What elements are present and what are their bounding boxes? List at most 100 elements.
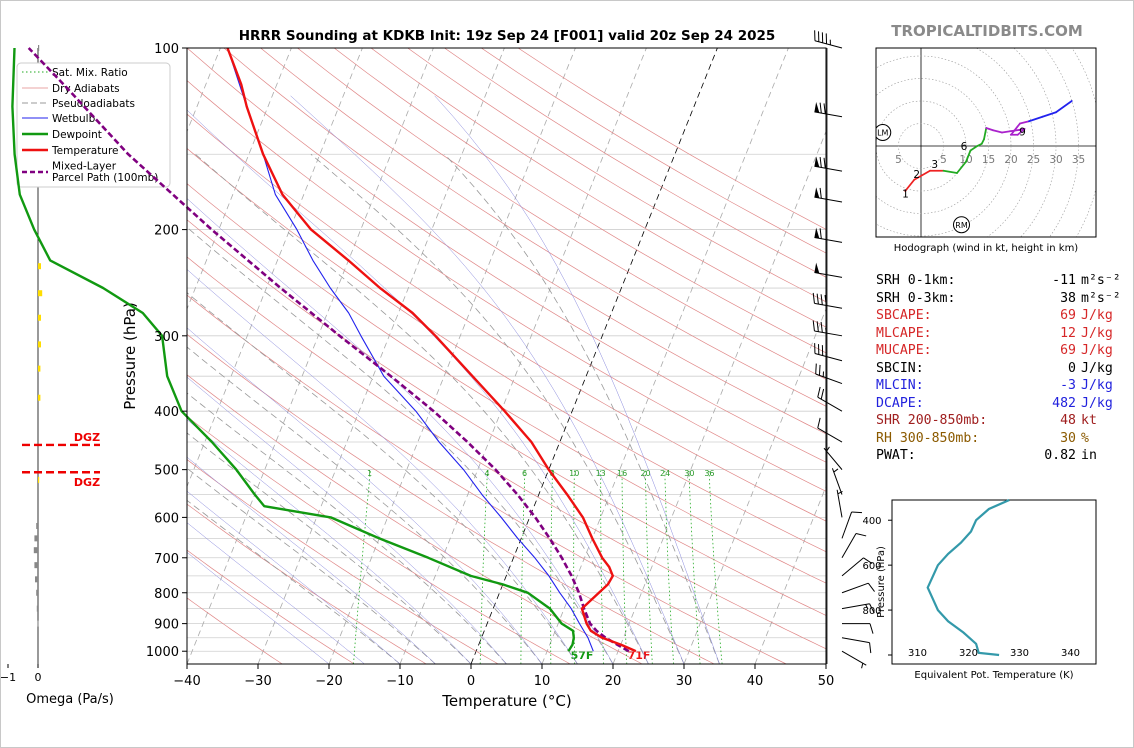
omega-tick-label: 0 [35,671,42,684]
barb-staff [841,603,870,610]
index-value: 69 [1060,308,1076,323]
barb-staff [841,511,853,539]
pseudoadiabat-line [187,376,507,664]
wind-barb [823,446,843,470]
index-unit: J/kg [1081,308,1113,323]
hodo-trace-segment [1001,130,1012,134]
y-tick-label: 900 [154,618,179,633]
hodo-ring-label: 35 [1072,154,1085,166]
dry-adiabat [187,219,826,616]
barb-full [820,321,823,333]
barb-full [855,533,867,537]
barb-staff [831,468,843,495]
moist-adiabat [187,392,507,664]
theta-e-x-tick-label: 320 [959,648,978,659]
wind-barb [817,386,843,412]
pseudoadiabat-line [187,327,543,664]
hodograph-plot: 5101520253035512369LMRM [876,48,1096,237]
index-label: SRH 0-1km: [876,273,956,288]
wind-barb [814,102,843,118]
mixing-ratio-label: 6 [522,469,527,478]
barb-staff [823,447,843,470]
pseudoadiabat-line [290,95,685,664]
index-value: 69 [1060,343,1076,358]
wind-barb [814,156,843,172]
mixing-ratio-line [688,469,701,664]
barb-full [819,102,822,114]
hodo-height-label: 9 [1019,127,1026,139]
barb-half [833,468,839,473]
moist-adiabat [187,226,614,664]
dry-adiabat [187,294,787,664]
index-label: RH 300-850mb: [876,430,980,446]
isotherm [328,48,576,664]
isotherm [470,48,718,664]
hodo-marker-label: LM [877,129,888,138]
index-label: DCAPE: [876,395,924,411]
hodograph: 5101520253035512369LMRM [875,47,1097,238]
x-tick-label: 10 [534,674,551,689]
series-dewpoint [11,47,575,652]
dgz-label: DGZ [74,476,100,489]
barb-full [817,386,821,398]
hodo-trace-segment [1010,122,1021,136]
barb-staff [814,330,843,337]
dry-adiabat [297,48,826,380]
surface-temp-label: 71F [628,649,651,662]
barb-full [816,293,819,305]
index-unit: kt [1081,413,1097,428]
dry-adiabat [187,80,826,492]
dry-adiabat [187,503,427,664]
theta-e-y-tick-label: 400 [862,516,881,527]
barb-full [819,157,822,168]
index-value: 0.82 [1044,448,1076,463]
skewt-grid: 1 4 6 8 10 13 16 20 24 30 36 [187,48,826,664]
x-tick-label: −20 [315,674,342,689]
index-label: PWAT: [876,448,916,463]
series-temperature [226,47,637,653]
omega-bar [38,290,43,297]
dry-adiabat [187,48,826,463]
x-tick-label: −30 [244,674,271,689]
isotherm [541,48,789,664]
hodo-trace-segment [969,145,979,152]
barb-staff [841,582,869,594]
index-value: 38 [1060,290,1076,306]
index-row: SBCIN: 0 J/kg [876,360,1121,378]
barb-full [820,388,825,400]
theta-e-x-tick-label: 340 [1061,648,1080,659]
wind-barb [836,489,843,518]
mixing-ratio-label: 20 [640,469,650,478]
legend: Sat. Mix. Ratio Dry Adiabats Pseudoadiabat… [16,62,171,188]
index-row: PWAT: 0.82 in [876,447,1121,465]
index-row: MLCAPE: 12 J/kg [876,325,1121,343]
barb-staff [815,373,843,385]
pseudoadiabat-line [187,269,578,664]
y-tick-label: 500 [154,464,179,479]
legend-label: Pseudoadiabats [52,98,135,110]
wind-barb [812,320,843,337]
hodo-ring-label: 30 [1049,154,1062,166]
omega-bar [34,535,38,542]
dry-adiabat [187,147,826,553]
index-row: MLCIN: -3 J/kg [876,377,1121,395]
hodo-marker [876,124,892,141]
theta-e-x-label: Equivalent Pot. Temperature (K) [914,670,1073,681]
mixing-ratio-label: 24 [660,469,670,478]
theta-e-y-tick-label: 800 [862,606,881,617]
barb-staff [814,302,843,309]
index-value: 30 [1060,430,1076,446]
barb-flag [814,227,820,239]
wind-barbs [812,30,875,669]
y-tick-label: 300 [154,330,179,345]
chart-title: HRRR Sounding at KDKB Init: 19z Sep 24 [… [239,28,776,44]
barb-full [823,103,826,114]
index-unit: J/kg [1081,360,1113,376]
barb-full [812,292,815,304]
barb-half [865,604,869,610]
sounding-indices: SRH 0-1km: -11 m²s⁻² SRH 0-3km: 38 m²s⁻² SBCAP… [876,272,1121,465]
legend-label: Mixed-Layer [52,161,117,173]
wind-barb [841,582,875,594]
mixing-ratio-line [708,469,723,664]
